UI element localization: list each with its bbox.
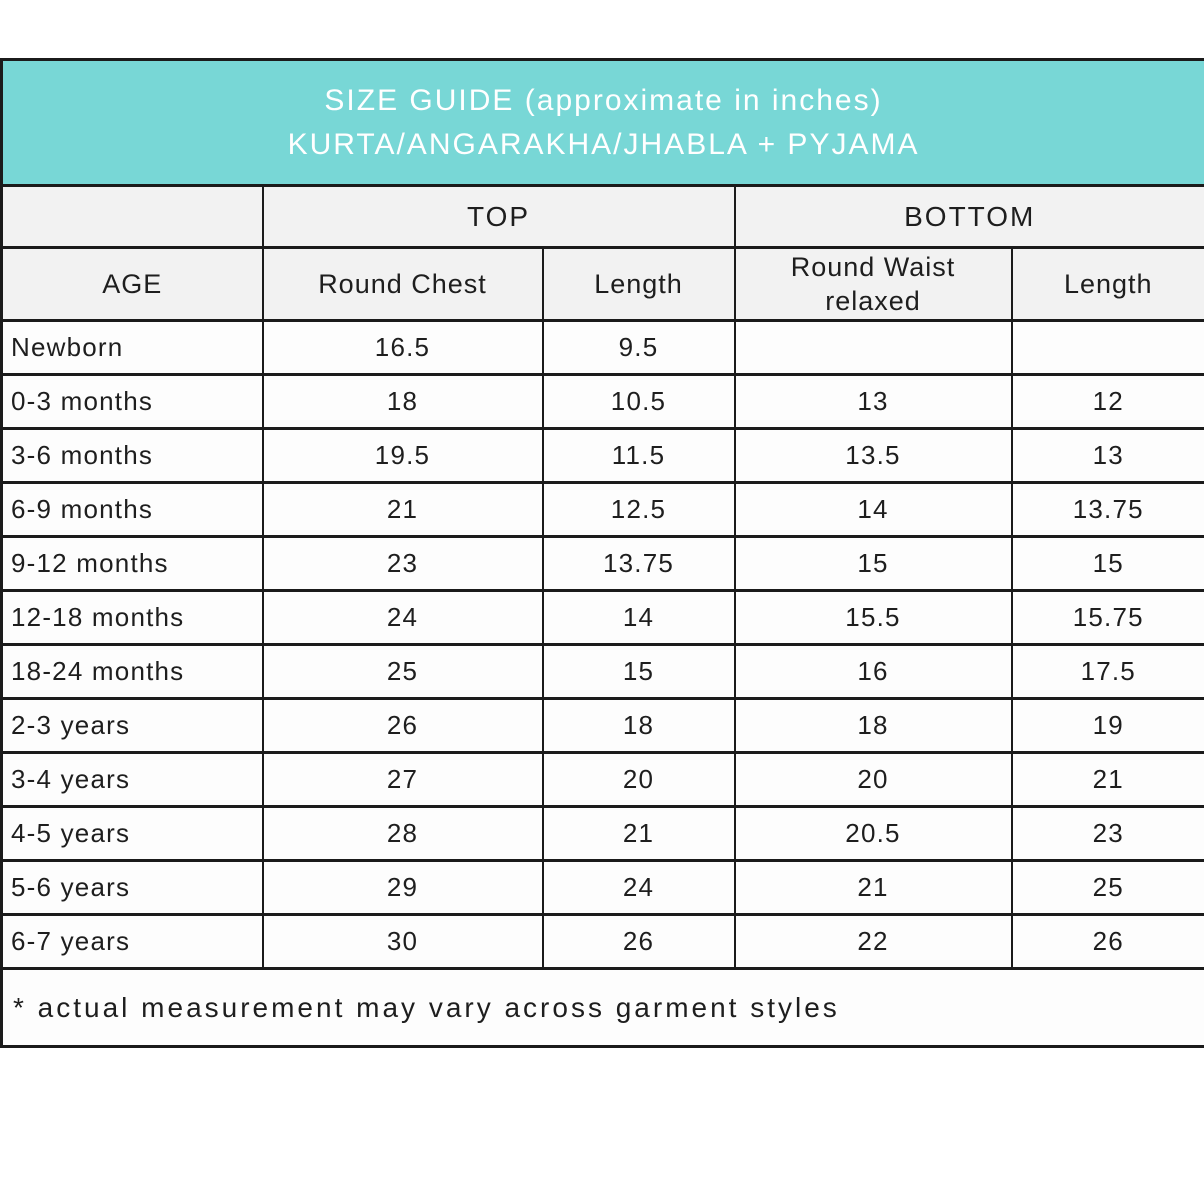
value-cell <box>1010 319 1204 376</box>
age-cell: 6-9 months <box>0 481 264 538</box>
age-cell: 18-24 months <box>0 643 264 700</box>
value-cell: 13.5 <box>733 427 1013 484</box>
column-header-row: AGE Round Chest Length Round Waist relax… <box>0 246 1204 322</box>
value-cell: 21 <box>1010 751 1204 808</box>
value-cell: 16 <box>733 643 1013 700</box>
title-row: SIZE GUIDE (approximate in inches) KURTA… <box>0 58 1204 187</box>
value-cell: 13.75 <box>541 535 736 592</box>
age-cell: Newborn <box>0 319 264 376</box>
age-cell: 3-4 years <box>0 751 264 808</box>
value-cell <box>733 319 1013 376</box>
value-cell: 28 <box>261 805 544 862</box>
value-cell: 29 <box>261 859 544 916</box>
value-cell: 21 <box>261 481 544 538</box>
footnote: * actual measurement may vary across gar… <box>0 967 1204 1048</box>
value-cell: 12.5 <box>541 481 736 538</box>
age-cell: 12-18 months <box>0 589 264 646</box>
table-row: 18-24 months 25 15 16 17.5 <box>0 643 1204 700</box>
value-cell: 9.5 <box>541 319 736 376</box>
table-row: 3-6 months 19.5 11.5 13.5 13 <box>0 427 1204 484</box>
table-row: 6-9 months 21 12.5 14 13.75 <box>0 481 1204 538</box>
value-cell: 15 <box>541 643 736 700</box>
value-cell: 20 <box>541 751 736 808</box>
value-cell: 23 <box>1010 805 1204 862</box>
value-cell: 15.75 <box>1010 589 1204 646</box>
value-cell: 13 <box>1010 427 1204 484</box>
table-row: 9-12 months 23 13.75 15 15 <box>0 535 1204 592</box>
group-header-top: TOP <box>261 184 736 249</box>
title-line-2: KURTA/ANGARAKHA/JHABLA + PYJAMA <box>287 127 920 161</box>
title-line-1: SIZE GUIDE (approximate in inches) <box>324 83 883 117</box>
age-cell: 5-6 years <box>0 859 264 916</box>
age-cell: 3-6 months <box>0 427 264 484</box>
table-row: 3-4 years 27 20 20 21 <box>0 751 1204 808</box>
value-cell: 12 <box>1010 373 1204 430</box>
column-header-bottom-length: Length <box>1010 246 1204 322</box>
value-cell: 10.5 <box>541 373 736 430</box>
value-cell: 14 <box>541 589 736 646</box>
value-cell: 15 <box>1010 535 1204 592</box>
value-cell: 17.5 <box>1010 643 1204 700</box>
value-cell: 13.75 <box>1010 481 1204 538</box>
age-cell: 4-5 years <box>0 805 264 862</box>
value-cell: 20.5 <box>733 805 1013 862</box>
value-cell: 24 <box>541 859 736 916</box>
value-cell: 15.5 <box>733 589 1013 646</box>
age-cell: 9-12 months <box>0 535 264 592</box>
value-cell: 16.5 <box>261 319 544 376</box>
group-header-bottom: BOTTOM <box>733 184 1204 249</box>
table-row: 5-6 years 29 24 21 25 <box>0 859 1204 916</box>
footnote-row: * actual measurement may vary across gar… <box>0 967 1204 1048</box>
value-cell: 30 <box>261 913 544 970</box>
value-cell: 19 <box>1010 697 1204 754</box>
table-row: 0-3 months 18 10.5 13 12 <box>0 373 1204 430</box>
value-cell: 25 <box>261 643 544 700</box>
value-cell: 24 <box>261 589 544 646</box>
value-cell: 18 <box>541 697 736 754</box>
value-cell: 19.5 <box>261 427 544 484</box>
column-header-top-length: Length <box>541 246 736 322</box>
value-cell: 13 <box>733 373 1013 430</box>
value-cell: 27 <box>261 751 544 808</box>
value-cell: 23 <box>261 535 544 592</box>
value-cell: 15 <box>733 535 1013 592</box>
size-guide-title: SIZE GUIDE (approximate in inches) KURTA… <box>0 58 1204 187</box>
value-cell: 18 <box>733 697 1013 754</box>
value-cell: 26 <box>541 913 736 970</box>
value-cell: 18 <box>261 373 544 430</box>
age-cell: 2-3 years <box>0 697 264 754</box>
table-row: 6-7 years 30 26 22 26 <box>0 913 1204 970</box>
value-cell: 25 <box>1010 859 1204 916</box>
column-header-round-waist: Round Waist relaxed <box>733 246 1013 322</box>
value-cell: 26 <box>261 697 544 754</box>
group-header-row: TOP BOTTOM <box>0 184 1204 249</box>
table-row: Newborn 16.5 9.5 <box>0 319 1204 376</box>
value-cell: 22 <box>733 913 1013 970</box>
table-row: 2-3 years 26 18 18 19 <box>0 697 1204 754</box>
table-row: 12-18 months 24 14 15.5 15.75 <box>0 589 1204 646</box>
value-cell: 21 <box>541 805 736 862</box>
value-cell: 14 <box>733 481 1013 538</box>
age-cell: 6-7 years <box>0 913 264 970</box>
value-cell: 21 <box>733 859 1013 916</box>
table-row: 4-5 years 28 21 20.5 23 <box>0 805 1204 862</box>
size-guide-table: SIZE GUIDE (approximate in inches) KURTA… <box>0 58 1204 1048</box>
group-header-spacer <box>0 184 264 249</box>
age-cell: 0-3 months <box>0 373 264 430</box>
value-cell: 20 <box>733 751 1013 808</box>
value-cell: 26 <box>1010 913 1204 970</box>
value-cell: 11.5 <box>541 427 736 484</box>
column-header-round-chest: Round Chest <box>261 246 544 322</box>
column-header-age: AGE <box>0 246 264 322</box>
